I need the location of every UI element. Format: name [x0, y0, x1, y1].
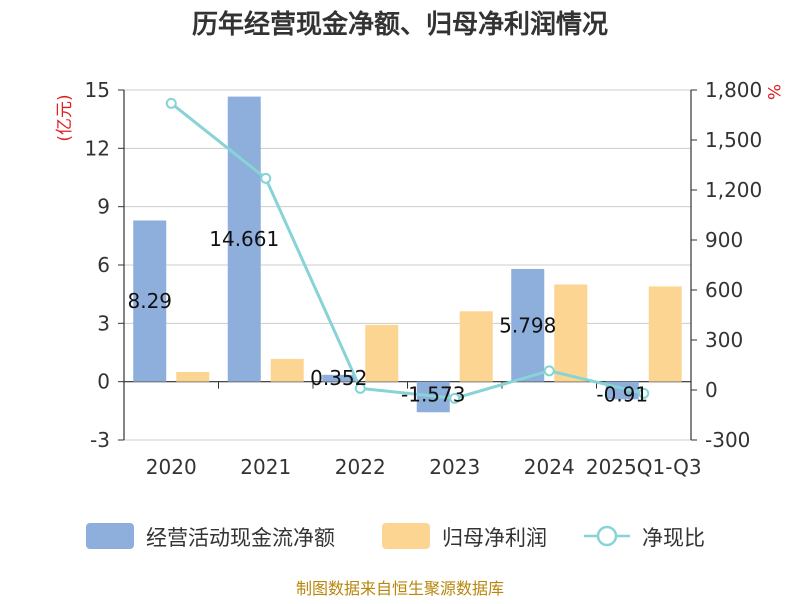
data-label-cashflow: -1.573 — [401, 383, 465, 407]
right-axis-tick-label: 300 — [705, 328, 743, 352]
x-axis-tick-label: 2024 — [524, 455, 575, 479]
right-axis-tick-label: 1,800 — [705, 78, 762, 102]
legend-item-profit: 归母净利润 — [382, 523, 547, 550]
data-label-cashflow: 0.352 — [310, 366, 367, 390]
legend-swatch-cashflow — [86, 523, 134, 549]
right-axis-tick-label: 1,500 — [705, 128, 762, 152]
bars — [133, 97, 682, 413]
right-axis-tick-label: 600 — [705, 278, 743, 302]
x-axis-tick-label: 2025Q1-Q3 — [586, 455, 702, 479]
legend-label-cashflow: 经营活动现金流净额 — [146, 526, 335, 550]
legend: 经营活动现金流净额 归母净利润 净现比 — [86, 523, 705, 550]
bar-profit — [554, 284, 587, 381]
left-axis-tick-label: -3 — [90, 428, 110, 452]
legend-swatch-ratio-marker — [598, 527, 616, 545]
legend-swatch-profit — [382, 523, 430, 549]
source-note: 制图数据来自恒生聚源数据库 — [296, 579, 504, 598]
legend-label-profit: 归母净利润 — [442, 526, 547, 550]
data-label-cashflow: 8.29 — [127, 289, 172, 313]
legend-item-ratio: 净现比 — [584, 526, 705, 550]
bar-profit — [649, 286, 682, 381]
chart-title: 历年经营现金净额、归母净利润情况 — [192, 9, 608, 40]
left-axis-tick-label: 9 — [97, 195, 110, 219]
ratio-point — [545, 366, 554, 375]
left-axis-tick-label: 12 — [85, 136, 110, 160]
x-axis-tick-label: 2022 — [335, 455, 386, 479]
ratio-point — [167, 99, 176, 108]
right-axis-tick-label: 900 — [705, 228, 743, 252]
legend-label-ratio: 净现比 — [642, 526, 705, 550]
x-axis-tick-label: 2020 — [146, 455, 197, 479]
axes: -3 0 3 6 9 12 15 -300 0 300 600 900 1,200 1,500 1,800 2… — [85, 78, 763, 479]
right-axis-tick-label: 0 — [705, 378, 718, 402]
left-axis-tick-label: 15 — [85, 78, 110, 102]
x-axis-tick-label: 2023 — [429, 455, 480, 479]
right-axis-unit: % — [763, 84, 783, 100]
right-axis-tick-label: 1,200 — [705, 178, 762, 202]
right-axis-tick-label: -300 — [705, 428, 750, 452]
left-axis-tick-label: 0 — [97, 370, 110, 394]
ratio-point — [261, 174, 270, 183]
legend-item-cashflow: 经营活动现金流净额 — [86, 523, 335, 550]
left-axis-tick-label: 6 — [97, 253, 110, 277]
bar-profit — [176, 372, 209, 382]
data-label-cashflow: -0.91 — [596, 383, 648, 407]
data-label-cashflow: 5.798 — [499, 313, 556, 337]
bar-profit — [271, 359, 304, 382]
x-axis-tick-label: 2021 — [240, 455, 291, 479]
left-axis-tick-label: 3 — [97, 311, 110, 335]
bar-profit — [365, 325, 398, 382]
left-axis-unit: (亿元) — [55, 94, 75, 141]
bar-profit — [460, 311, 493, 381]
data-label-cashflow: 14.661 — [209, 227, 279, 251]
